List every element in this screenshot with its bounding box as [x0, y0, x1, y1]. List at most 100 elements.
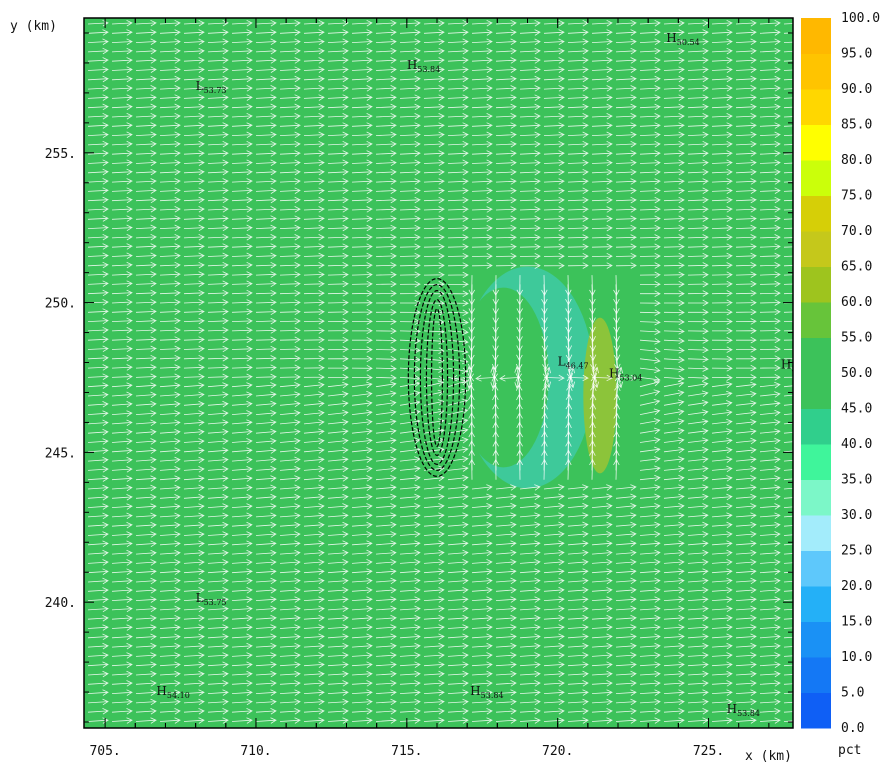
streamline-arrow	[471, 159, 493, 167]
streamline-arrow	[375, 346, 397, 354]
streamline-arrow	[615, 670, 637, 678]
streamline-arrow	[495, 85, 517, 92]
streamline-arrow	[279, 475, 301, 482]
streamline-arrow	[519, 57, 541, 64]
streamline-arrow	[183, 493, 205, 501]
streamline-arrow	[279, 680, 301, 687]
streamline-arrow	[471, 717, 493, 724]
streamline-arrow	[687, 568, 709, 575]
streamline-arrow	[183, 680, 205, 687]
streamline-arrow	[567, 531, 589, 538]
streamline-arrow	[783, 543, 793, 546]
streamline-arrow	[279, 484, 301, 492]
streamline-arrow	[423, 234, 445, 241]
streamline-arrow	[663, 113, 685, 120]
streamline-arrow	[231, 605, 253, 613]
streamline-arrow	[159, 410, 181, 417]
streamline-arrow	[111, 122, 133, 129]
streamline-arrow	[375, 418, 397, 426]
streamline-arrow	[303, 103, 325, 111]
streamline-arrow	[759, 633, 781, 641]
streamline-arrow	[567, 234, 589, 241]
x-tick-label: 715.	[391, 744, 422, 759]
streamline-arrow	[543, 57, 565, 64]
streamline-arrow	[423, 66, 445, 73]
streamline-arrow	[183, 122, 205, 129]
streamline-arrow	[111, 587, 133, 594]
streamline-arrow	[783, 618, 793, 620]
streamline-arrow	[711, 29, 733, 36]
streamline-arrow	[87, 75, 109, 83]
streamline-arrow	[279, 234, 301, 241]
streamline-arrow	[663, 140, 685, 148]
streamline-arrow	[759, 670, 781, 678]
streamline-arrow	[783, 227, 793, 229]
streamline-arrow	[255, 559, 277, 566]
streamline-arrow	[639, 131, 661, 139]
streamline-arrow	[207, 614, 229, 622]
plot-frame	[83, 17, 794, 729]
streamline-arrow	[759, 717, 781, 724]
streamline-arrow	[423, 252, 445, 260]
streamline-arrow	[423, 131, 445, 139]
streamline-arrow	[207, 549, 229, 557]
streamline-arrow	[327, 131, 349, 139]
streamline-arrow	[375, 698, 397, 706]
streamline-arrow	[615, 549, 637, 557]
streamline-arrow	[159, 568, 181, 575]
streamline-arrow	[423, 75, 445, 83]
streamline-arrow	[663, 390, 685, 397]
streamline-arrow	[231, 531, 253, 538]
streamline-arrow	[279, 75, 301, 83]
streamline-arrow	[135, 410, 157, 417]
streamline-arrow	[327, 318, 349, 325]
streamline-arrow	[207, 168, 229, 176]
streamline-arrow	[543, 568, 565, 575]
streamline-arrow	[135, 568, 157, 575]
streamline-arrow	[375, 271, 397, 278]
streamline-arrow	[471, 614, 493, 622]
x-tick-label: 710.	[240, 744, 271, 759]
streamline-arrow	[735, 29, 757, 36]
streamline-arrow	[231, 484, 253, 492]
streamline-arrow	[519, 168, 541, 176]
streamline-arrow	[639, 418, 661, 425]
colorbar-segment	[801, 621, 831, 658]
streamline-arrow	[615, 113, 637, 120]
streamline-arrow	[519, 75, 541, 83]
streamline-arrow	[615, 614, 637, 622]
streamline-arrow	[135, 150, 157, 157]
streamline-arrow	[687, 642, 709, 650]
streamline-arrow	[111, 94, 133, 101]
streamline-arrow	[375, 85, 397, 92]
streamline-arrow	[87, 568, 109, 575]
streamline-arrow	[591, 559, 613, 566]
streamline-arrow	[783, 599, 793, 601]
extremum-value: 53.73	[204, 86, 227, 95]
colorbar-tick-label: 65.0	[841, 260, 872, 275]
streamline-arrow	[423, 271, 445, 279]
streamline-arrow	[87, 615, 109, 622]
streamline-arrow	[759, 290, 781, 297]
streamline-arrow	[327, 521, 349, 529]
streamline-arrow	[591, 549, 613, 557]
streamline-arrow	[399, 661, 421, 668]
streamline-arrow	[303, 336, 325, 344]
streamline-arrow	[399, 512, 421, 519]
streamline-arrow	[615, 66, 637, 73]
streamline-arrow	[255, 364, 277, 371]
streamline-arrow	[135, 698, 157, 706]
colorbar-segment	[801, 231, 831, 267]
streamline-arrow	[447, 271, 469, 279]
streamline-arrow	[375, 262, 397, 269]
streamline-arrow	[159, 466, 181, 473]
streamline-arrow	[351, 605, 373, 613]
streamline-arrow	[159, 196, 181, 204]
streamline-arrow	[303, 364, 325, 372]
colorbar-segment	[801, 53, 831, 90]
streamline-arrow	[543, 680, 565, 687]
streamline-arrow	[399, 652, 421, 659]
streamline-arrow	[183, 419, 205, 426]
streamline-arrow	[543, 66, 565, 73]
